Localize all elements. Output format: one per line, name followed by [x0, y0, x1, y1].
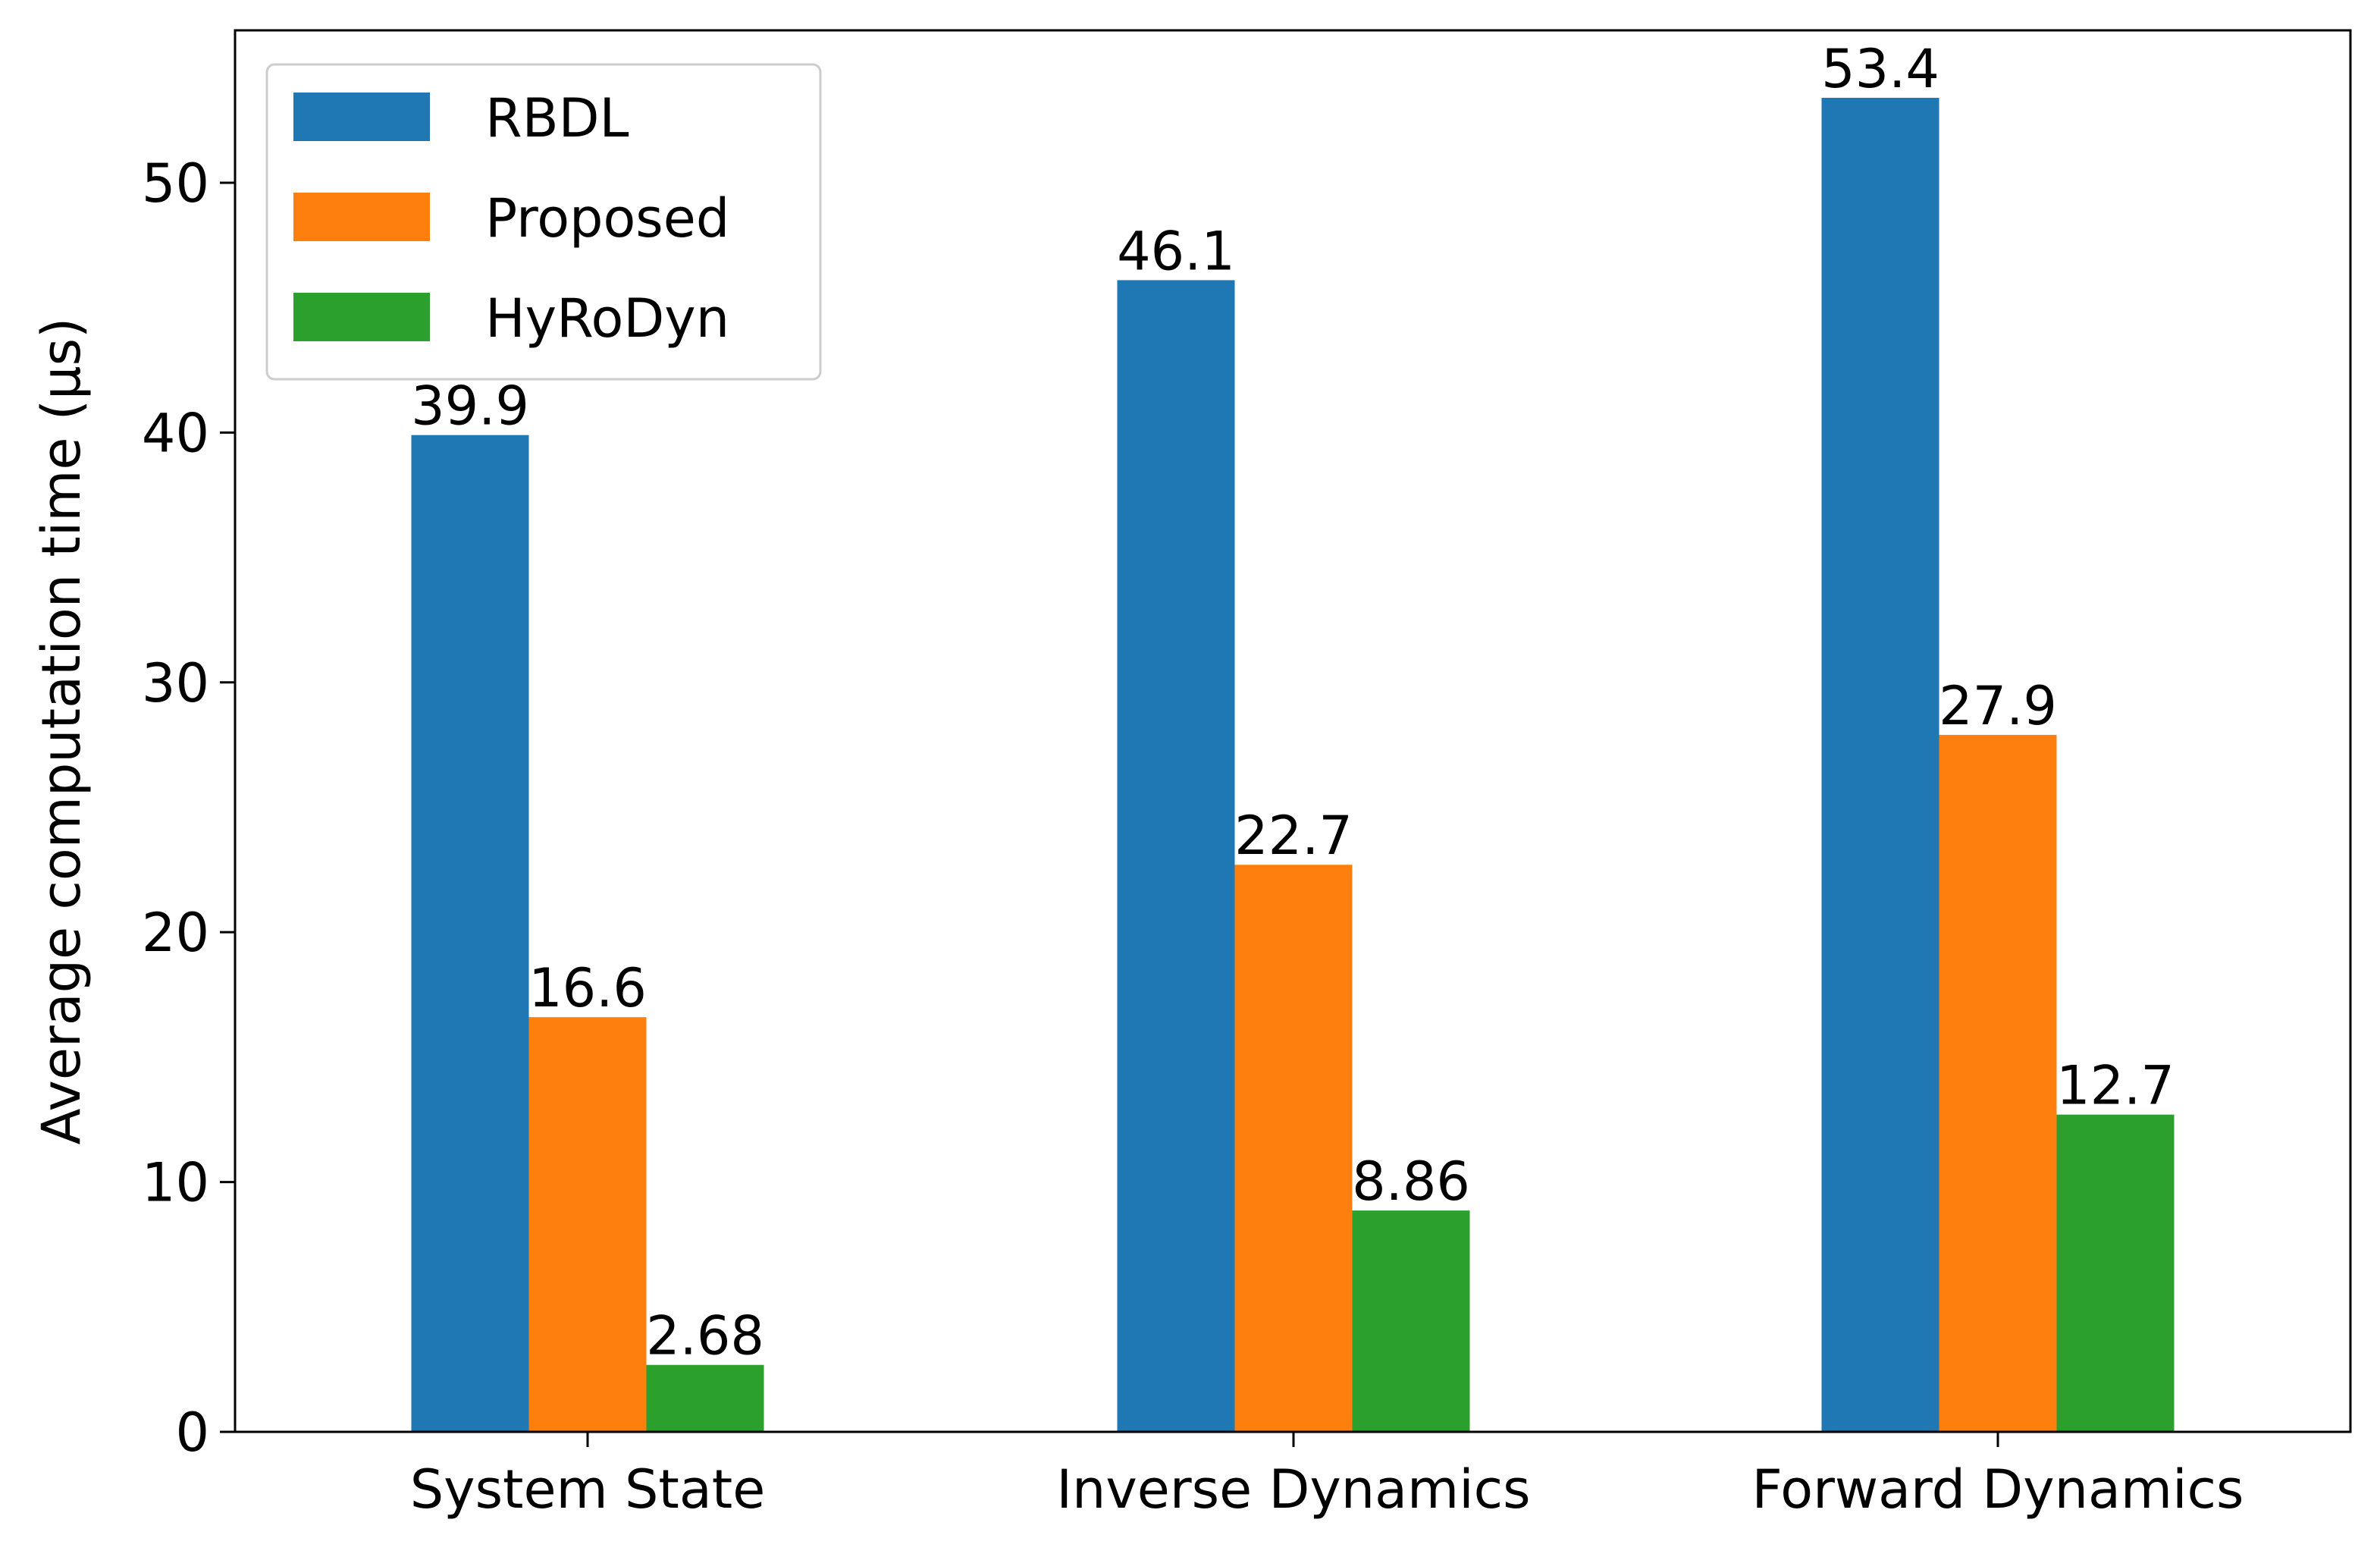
- y-axis-ticks: 0 10 20 30 40 50: [142, 152, 235, 1464]
- bar-value-label: 16.6: [528, 957, 647, 1019]
- legend-swatch: [293, 93, 430, 141]
- bar: [2056, 1114, 2175, 1432]
- x-tick-label: System State: [410, 1458, 766, 1521]
- y-tick-label: 0: [175, 1402, 209, 1464]
- x-axis-ticks: System State Inverse Dynamics Forward Dyna…: [410, 1432, 2244, 1521]
- bar: [411, 435, 529, 1433]
- bar-value-label: 27.9: [1939, 675, 2057, 737]
- legend-label: Proposed: [485, 187, 729, 250]
- bar: [646, 1364, 764, 1432]
- bar: [1352, 1210, 1470, 1432]
- bar: [528, 1017, 647, 1432]
- bar-value-label: 46.1: [1117, 220, 1235, 282]
- bar: [1234, 865, 1353, 1432]
- y-tick-label: 40: [142, 402, 209, 464]
- bar-value-labels: 39.9 46.1 53.4 16.6 22.7 27.9 2.68 8.86 12.7: [411, 38, 2175, 1367]
- legend-label: RBDL: [485, 87, 629, 149]
- legend-swatch: [293, 193, 430, 241]
- bar-value-label: 39.9: [411, 375, 529, 438]
- bar-value-label: 12.7: [2056, 1055, 2175, 1117]
- bar-value-label: 2.68: [646, 1305, 764, 1367]
- legend: RBDL Proposed HyRoDyn: [265, 63, 822, 381]
- bar: [1821, 97, 1939, 1433]
- bar: [1939, 734, 2057, 1432]
- legend-swatch: [293, 293, 430, 341]
- y-tick-label: 30: [142, 652, 209, 714]
- bar-value-label: 53.4: [1821, 38, 1939, 100]
- bar: [1117, 280, 1235, 1433]
- bars-layer: [411, 97, 2175, 1433]
- y-tick-label: 10: [142, 1152, 209, 1214]
- bar-value-label: 22.7: [1234, 805, 1353, 867]
- y-tick-label: 20: [142, 902, 209, 964]
- x-tick-label: Inverse Dynamics: [1056, 1458, 1530, 1521]
- bar-value-label: 8.86: [1352, 1150, 1470, 1213]
- y-axis-label: Average computation time (μs): [30, 318, 93, 1145]
- legend-label: HyRoDyn: [485, 287, 729, 350]
- x-tick-label: Forward Dynamics: [1752, 1458, 2244, 1521]
- y-tick-label: 50: [142, 152, 209, 215]
